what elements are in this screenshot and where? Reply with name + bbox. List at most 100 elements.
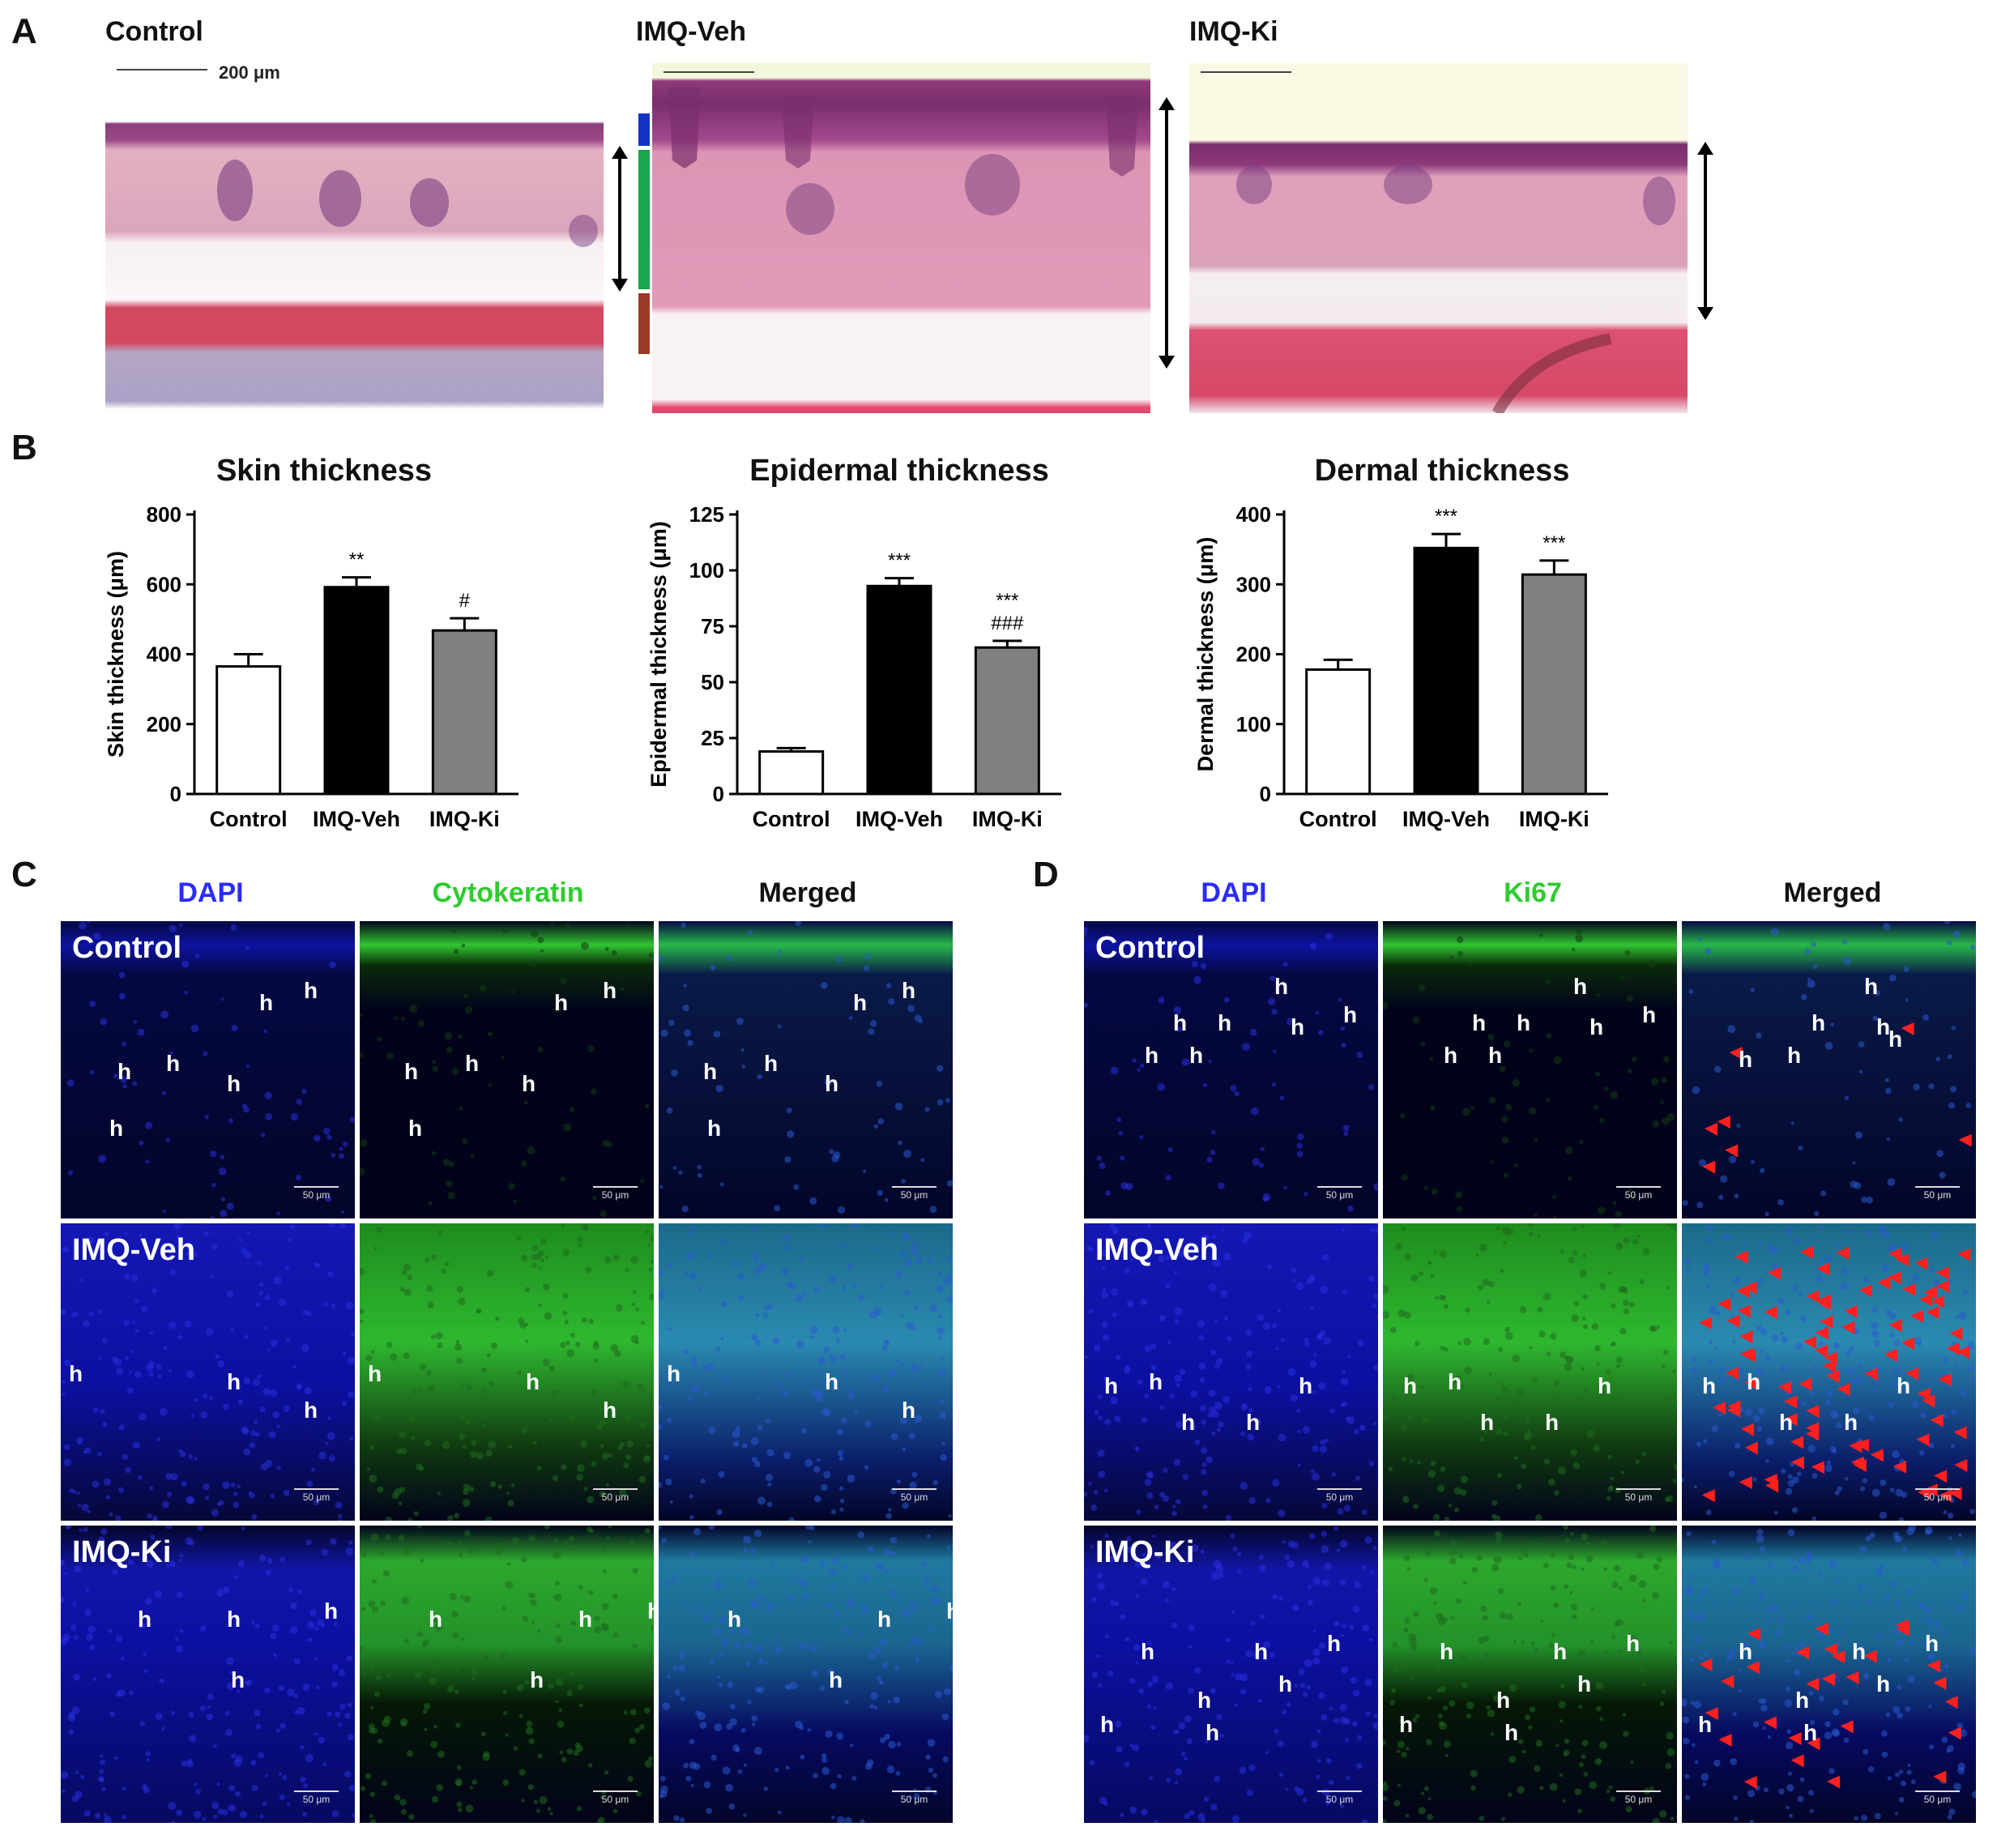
scale-bar: 50 μm xyxy=(1616,1488,1661,1503)
bar xyxy=(323,586,390,796)
x-tick-label: IMQ-Veh xyxy=(313,807,400,831)
hair-follicle-marker: h xyxy=(1795,1688,1810,1713)
significance-label: *** xyxy=(1435,506,1457,527)
red-arrowhead-icon xyxy=(1910,1309,1924,1323)
hair-follicle-marker: h xyxy=(728,1607,742,1632)
x-tick-label: IMQ-Ki xyxy=(1519,807,1589,831)
red-arrowhead-icon xyxy=(1836,1247,1850,1261)
red-arrowhead-icon xyxy=(1905,1367,1919,1381)
row-label: Control xyxy=(72,931,182,965)
hair-follicle-marker: h xyxy=(1702,1373,1717,1398)
red-arrowhead-icon xyxy=(1841,1321,1855,1334)
scale-bar: 50 μm xyxy=(892,1790,937,1805)
hair-follicle-marker: h xyxy=(117,1059,132,1084)
hair-follicle-marker: h xyxy=(877,1607,892,1632)
image-control-dapi: Control h h h h h h h 50 μm xyxy=(1084,921,1378,1218)
hair-follicle-marker: h xyxy=(1327,1631,1342,1656)
hair-follicle-marker: h xyxy=(1864,974,1879,999)
red-arrowhead-icon xyxy=(1930,1414,1944,1428)
nuclei-texture xyxy=(66,921,355,1218)
nuclei-texture xyxy=(360,921,654,1218)
y-axis-label: Epidermal thickness (μm) xyxy=(646,521,671,787)
hair-follicle-marker: h xyxy=(1104,1373,1119,1398)
hair-follicle-marker: h xyxy=(408,1116,423,1141)
hair-follicle-marker: h xyxy=(1173,1010,1188,1035)
red-arrowhead-icon xyxy=(1936,1279,1950,1293)
hair-follicle-marker: h xyxy=(1897,1373,1911,1398)
nuclei-texture xyxy=(1084,927,1378,1212)
red-arrowhead-icon xyxy=(1726,1404,1740,1418)
red-arrowhead-icon xyxy=(1938,1373,1952,1387)
nuclei-texture xyxy=(1383,1223,1677,1521)
hair-follicle-marker: h xyxy=(1553,1639,1568,1664)
hair-follicle-marker: h xyxy=(902,978,916,1003)
significance-label: *** xyxy=(996,590,1018,612)
red-arrowhead-icon xyxy=(1817,1297,1831,1311)
nuclei-texture xyxy=(659,1526,953,1823)
hair-follicle-marker: h xyxy=(1480,1410,1495,1435)
red-arrowhead-icon xyxy=(1844,1304,1858,1318)
red-arrowhead-icon xyxy=(1820,1315,1833,1329)
hair-follicle-marker: h xyxy=(1747,1369,1761,1394)
panel-d-header-ki67: Ki67 xyxy=(1504,877,1562,908)
hair-follicle-marker: h xyxy=(1181,1410,1196,1435)
hair-follicle-marker: h xyxy=(707,1116,722,1141)
red-arrowhead-icon xyxy=(1743,1776,1757,1790)
red-arrowhead-icon xyxy=(1768,1266,1782,1280)
scale-bar: 50 μm xyxy=(1915,1790,1960,1805)
hair-follicle-marker: h xyxy=(231,1667,245,1692)
scale-bar: 50 μm xyxy=(1317,1488,1362,1503)
image-imq-veh-dapi: IMQ-Veh h h h 50 μm xyxy=(61,1223,355,1521)
scale-bar: 50 μm xyxy=(1317,1790,1362,1805)
red-arrowhead-icon xyxy=(1901,1337,1915,1351)
red-arrowhead-icon xyxy=(1855,1438,1869,1452)
hair-follicle-marker: h xyxy=(603,1398,617,1423)
hair-follicle-marker: h xyxy=(825,1369,839,1394)
hair-follicle-marker: h xyxy=(404,1059,419,1084)
red-arrowhead-icon xyxy=(1764,1306,1777,1320)
red-arrowhead-icon xyxy=(1821,1672,1835,1686)
nuclei-texture xyxy=(61,1526,355,1823)
red-arrowhead-icon xyxy=(1923,1286,1937,1300)
red-arrowhead-icon xyxy=(1864,1368,1878,1381)
double-arrow-icon xyxy=(1159,97,1175,369)
red-arrowhead-icon xyxy=(1784,1395,1798,1409)
bar xyxy=(215,665,282,796)
red-arrowhead-icon xyxy=(1949,1327,1963,1341)
bar xyxy=(1413,546,1479,796)
red-arrowhead-icon xyxy=(1956,1346,1970,1359)
scale-bar: 50 μm xyxy=(1616,1186,1661,1201)
red-arrowhead-icon xyxy=(1957,1248,1971,1261)
red-arrowhead-icon xyxy=(1892,1460,1906,1474)
red-arrowhead-icon xyxy=(1916,1433,1930,1447)
hair-follicle-marker: h xyxy=(1472,1010,1487,1035)
image-imq-veh-merged: h h h 50 μm xyxy=(659,1223,953,1521)
hair-follicle-marker: h xyxy=(1598,1373,1612,1398)
red-arrowhead-icon xyxy=(1888,1271,1901,1285)
nuclei-texture xyxy=(659,921,953,1214)
bar xyxy=(431,629,497,796)
hair-follicle-marker: h xyxy=(1545,1410,1560,1435)
bar-chart-epidermal-thickness: Epidermal thickness (μm) 0 25 50 75 100 125 Con… xyxy=(646,502,1061,831)
hair-follicle-marker: h xyxy=(1205,1720,1220,1745)
red-arrowhead-icon xyxy=(1846,1671,1859,1684)
red-arrowhead-icon xyxy=(1701,1489,1715,1503)
image-control-merged: h h h h h h 50 μm xyxy=(659,921,953,1218)
red-arrowhead-icon xyxy=(1800,1245,1814,1259)
hair-follicle-marker: h xyxy=(1100,1712,1115,1737)
y-tick-label: 400 xyxy=(1236,502,1271,527)
red-arrowhead-icon xyxy=(1902,1283,1916,1296)
bar xyxy=(974,646,1040,796)
red-arrowhead-icon xyxy=(1816,1262,1830,1276)
red-arrowhead-icon xyxy=(1946,1342,1960,1355)
hair-follicle-marker: h xyxy=(1278,1671,1293,1696)
nuclei-texture xyxy=(659,1223,953,1521)
hair-follicle-marker: h xyxy=(304,1398,318,1423)
hair-follicle-marker: h xyxy=(1642,1002,1657,1027)
nuclei-texture xyxy=(360,1223,654,1521)
red-arrowhead-icon xyxy=(1958,1133,1972,1147)
panel-d-header-merged: Merged xyxy=(1783,877,1882,908)
red-arrowhead-icon xyxy=(1744,1441,1758,1455)
y-tick-label: 0 xyxy=(1260,782,1271,806)
red-arrowhead-icon xyxy=(1741,1423,1755,1436)
